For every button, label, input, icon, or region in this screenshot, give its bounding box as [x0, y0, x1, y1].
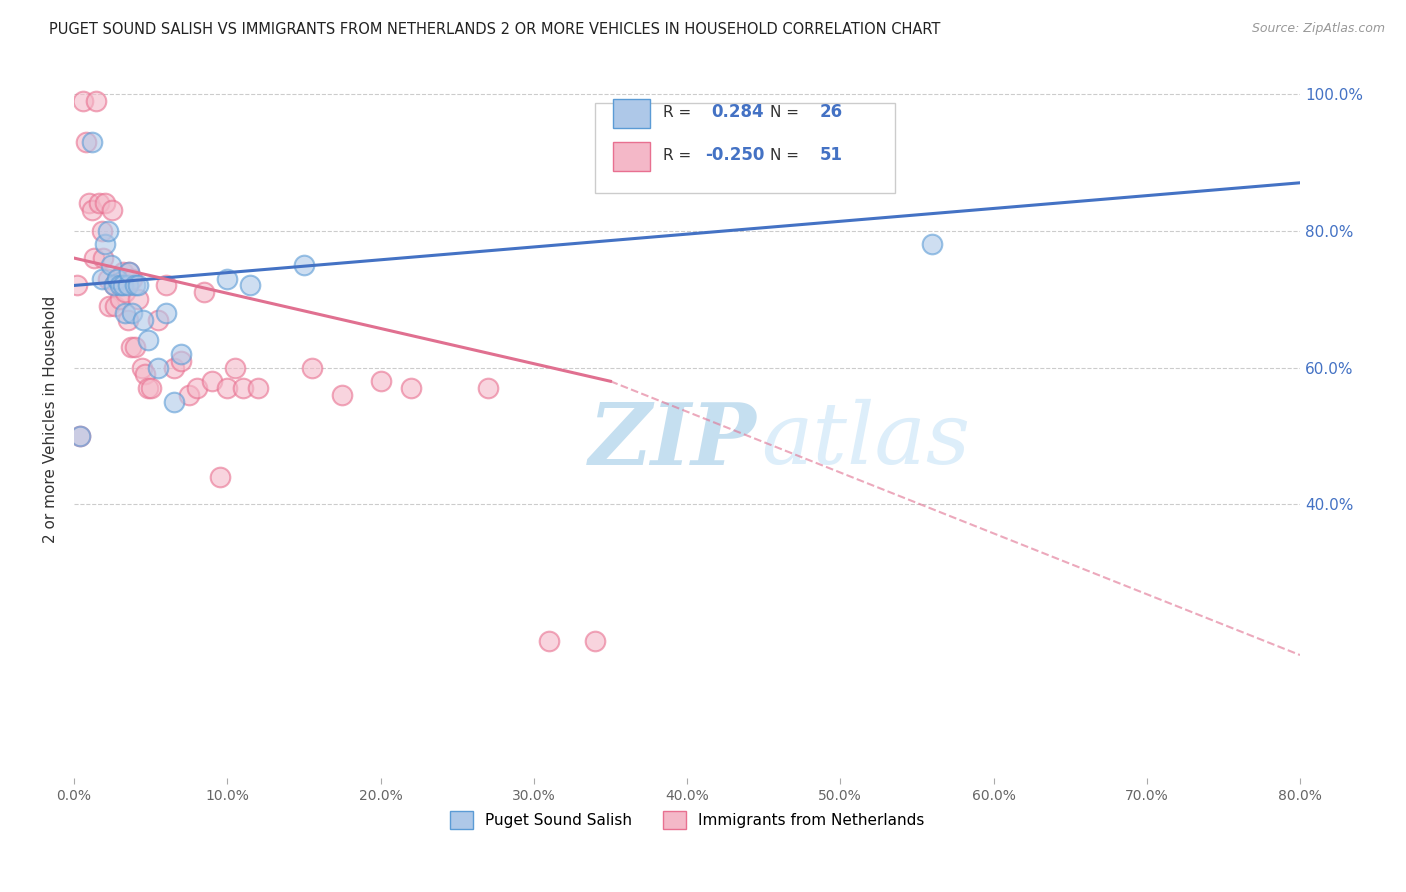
Point: [124, 278, 146, 293]
Point: [148, 360, 170, 375]
Text: 0.284: 0.284: [711, 103, 765, 121]
Text: R =: R =: [662, 104, 696, 120]
Point: [246, 381, 269, 395]
Point: [177, 388, 200, 402]
Point: [132, 312, 155, 326]
Point: [121, 271, 143, 285]
Point: [127, 278, 149, 293]
Point: [477, 381, 499, 395]
Point: [82, 135, 104, 149]
FancyBboxPatch shape: [613, 99, 651, 128]
Point: [72, 94, 94, 108]
Point: [69, 429, 91, 443]
Text: -0.250: -0.250: [706, 146, 765, 164]
Point: [103, 278, 125, 293]
Point: [93, 237, 115, 252]
Point: [170, 353, 193, 368]
Point: [399, 381, 422, 395]
Point: [217, 381, 239, 395]
Point: [131, 360, 153, 375]
Text: Source: ZipAtlas.com: Source: ZipAtlas.com: [1251, 22, 1385, 36]
Point: [155, 306, 177, 320]
Point: [66, 278, 89, 293]
Point: [224, 360, 246, 375]
Point: [112, 265, 135, 279]
Point: [292, 258, 315, 272]
Point: [118, 265, 141, 279]
Point: [155, 278, 177, 293]
Text: 51: 51: [820, 146, 842, 164]
Text: PUGET SOUND SALISH VS IMMIGRANTS FROM NETHERLANDS 2 OR MORE VEHICLES IN HOUSEHOL: PUGET SOUND SALISH VS IMMIGRANTS FROM NE…: [49, 22, 941, 37]
Text: R =: R =: [662, 148, 696, 162]
Point: [148, 312, 170, 326]
FancyBboxPatch shape: [595, 103, 896, 193]
Point: [91, 251, 114, 265]
Point: [136, 381, 159, 395]
Point: [163, 360, 186, 375]
Text: atlas: atlas: [761, 399, 970, 482]
Point: [90, 271, 112, 285]
Point: [90, 224, 112, 238]
Point: [239, 278, 262, 293]
Point: [104, 299, 127, 313]
Point: [193, 285, 215, 300]
Point: [117, 278, 139, 293]
Point: [108, 278, 131, 293]
Point: [112, 278, 135, 293]
Text: N =: N =: [770, 148, 804, 162]
Point: [201, 374, 224, 388]
Point: [79, 196, 101, 211]
Point: [105, 271, 128, 285]
Point: [114, 306, 136, 320]
Point: [69, 429, 91, 443]
Point: [136, 333, 159, 347]
Point: [103, 278, 125, 293]
Legend: Puget Sound Salish, Immigrants from Netherlands: Puget Sound Salish, Immigrants from Neth…: [444, 805, 931, 835]
Point: [127, 292, 149, 306]
Text: 26: 26: [820, 103, 842, 121]
Point: [121, 306, 143, 320]
Y-axis label: 2 or more Vehicles in Household: 2 or more Vehicles in Household: [44, 295, 58, 542]
Point: [538, 634, 561, 648]
Point: [232, 381, 254, 395]
Point: [83, 251, 105, 265]
Point: [105, 271, 128, 285]
Point: [120, 340, 142, 354]
Point: [100, 258, 122, 272]
Point: [301, 360, 323, 375]
Point: [208, 470, 231, 484]
Point: [124, 340, 146, 354]
Point: [82, 203, 104, 218]
Point: [139, 381, 162, 395]
Point: [217, 271, 239, 285]
Point: [134, 368, 156, 382]
Point: [114, 285, 136, 300]
Point: [370, 374, 392, 388]
Point: [84, 94, 107, 108]
Point: [921, 237, 943, 252]
FancyBboxPatch shape: [613, 142, 651, 171]
Point: [98, 299, 121, 313]
Point: [108, 292, 131, 306]
Point: [163, 394, 186, 409]
Text: ZIP: ZIP: [589, 399, 756, 483]
Point: [87, 196, 110, 211]
Text: N =: N =: [770, 104, 804, 120]
Point: [97, 224, 120, 238]
Point: [117, 312, 139, 326]
Point: [93, 196, 115, 211]
Point: [118, 265, 141, 279]
Point: [330, 388, 353, 402]
Point: [97, 271, 120, 285]
Point: [186, 381, 208, 395]
Point: [101, 203, 124, 218]
Point: [583, 634, 606, 648]
Point: [75, 135, 97, 149]
Point: [170, 347, 193, 361]
